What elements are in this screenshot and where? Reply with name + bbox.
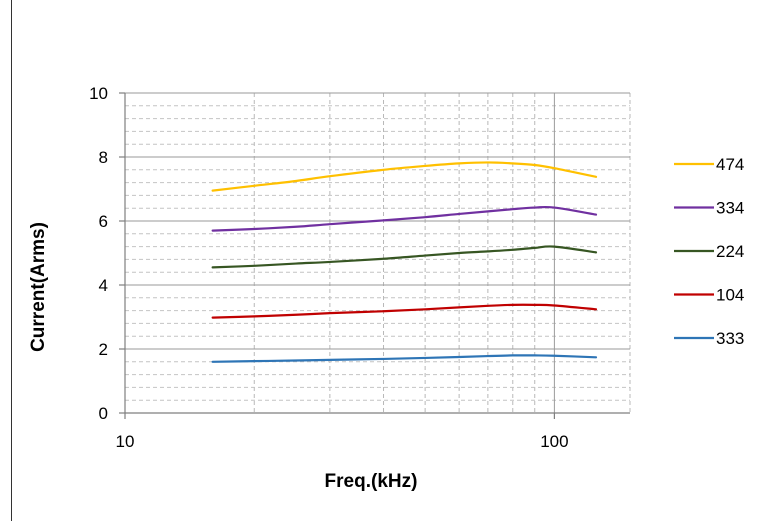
y-tick-label: 0 [99, 404, 108, 423]
tick-labels: 0 2 4 6 8 10 10 100 [89, 84, 568, 451]
legend-label-474: 474 [716, 155, 744, 174]
legend-label-224: 224 [716, 242, 744, 261]
legend-label-333: 333 [716, 329, 744, 348]
legend-label-334: 334 [716, 199, 744, 218]
series-lines [211, 161, 598, 363]
x-axis-label: Freq.(kHz) [325, 471, 418, 492]
legend: 474 334 224 104 333 [674, 155, 744, 348]
major-grid [125, 92, 630, 413]
series-line-333 [211, 354, 598, 363]
axes [119, 92, 630, 419]
y-tick-label: 10 [89, 84, 108, 103]
left-border-line [11, 0, 12, 521]
series-line-104 [211, 303, 598, 319]
series-line-334 [211, 205, 598, 232]
series-line-474 [211, 161, 598, 192]
y-tick-label: 8 [99, 148, 108, 167]
legend-label-104: 104 [716, 286, 744, 305]
y-axis-label: Current(Arms) [28, 222, 49, 352]
y-tick-label: 6 [99, 212, 108, 231]
x-tick-label: 100 [540, 432, 568, 451]
y-tick-label: 4 [99, 276, 108, 295]
y-tick-label: 2 [99, 340, 108, 359]
series-line-224 [211, 245, 598, 269]
x-tick-label: 10 [116, 432, 135, 451]
